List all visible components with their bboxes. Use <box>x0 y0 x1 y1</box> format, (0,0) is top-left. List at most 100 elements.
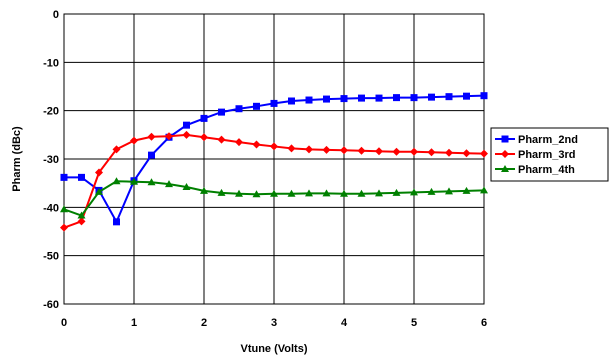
data-point <box>77 217 86 226</box>
x-tick-label: 0 <box>61 317 67 329</box>
data-point <box>217 188 226 196</box>
data-point <box>77 211 86 219</box>
data-point <box>340 146 348 155</box>
y-tick-label: -10 <box>43 57 59 69</box>
data-point <box>60 205 68 213</box>
data-point <box>322 145 331 154</box>
legend-marker <box>501 135 509 143</box>
data-point <box>235 105 243 113</box>
data-point <box>112 145 121 154</box>
data-point <box>218 108 225 116</box>
data-point <box>235 138 243 147</box>
data-point <box>410 94 418 102</box>
legend: Pharm_2nd Pharm_3rd Pharm_4th <box>490 127 609 182</box>
legend-marker <box>501 165 509 172</box>
data-point <box>445 93 453 101</box>
data-point <box>182 130 191 139</box>
data-point <box>462 186 471 194</box>
data-point <box>392 147 401 156</box>
legend-item: Pharm_4th <box>495 164 575 176</box>
data-point <box>270 99 278 107</box>
x-tick-labels: 0 1 2 3 4 5 6 <box>61 317 487 329</box>
y-tick-label: -30 <box>43 154 59 166</box>
legend-marker <box>501 150 509 158</box>
data-point <box>305 189 313 197</box>
data-point <box>252 140 261 149</box>
data-point <box>235 189 243 197</box>
x-tick-label: 4 <box>341 317 348 329</box>
legend-label: Pharm_3rd <box>518 149 575 161</box>
data-point <box>165 180 173 188</box>
gridlines <box>63 13 485 305</box>
y-tick-label: -20 <box>43 106 59 118</box>
data-point <box>287 144 296 153</box>
data-point <box>60 173 68 181</box>
data-point <box>357 189 366 197</box>
data-point <box>112 177 121 185</box>
data-point <box>60 223 68 232</box>
data-point <box>323 95 330 103</box>
y-tick-label: -40 <box>43 202 59 214</box>
data-point <box>428 93 435 101</box>
data-point <box>305 96 313 104</box>
data-point <box>340 95 348 103</box>
data-point <box>340 189 348 197</box>
data-point <box>182 183 191 191</box>
legend-item: Pharm_3rd <box>495 149 575 161</box>
data-point <box>393 94 400 102</box>
data-point <box>200 114 208 122</box>
data-point <box>305 145 313 154</box>
y-tick-label: 0 <box>53 9 59 21</box>
data-point <box>147 178 156 186</box>
data-point <box>147 132 156 141</box>
legend-label: Pharm_4th <box>518 164 575 176</box>
data-point <box>252 190 261 198</box>
y-tick-labels: 0 -10 -20 -30 -40 -50 -60 <box>43 9 59 311</box>
data-point <box>445 187 453 195</box>
data-point <box>480 149 488 158</box>
data-point <box>95 187 103 195</box>
data-point <box>445 148 453 157</box>
y-tick-label: -50 <box>43 251 59 263</box>
data-point <box>200 133 208 142</box>
data-point <box>357 146 366 155</box>
data-point <box>183 121 190 129</box>
data-point <box>375 94 383 102</box>
y-axis-label: Pharm (dBc) <box>11 126 23 192</box>
data-point <box>148 151 155 159</box>
data-point <box>253 102 260 110</box>
data-point <box>375 189 383 197</box>
series-layer <box>60 92 488 232</box>
data-point <box>200 186 208 194</box>
data-point <box>165 132 173 141</box>
data-point <box>427 148 436 157</box>
series-Pharm_4th <box>60 177 488 219</box>
data-point <box>480 92 488 100</box>
data-point <box>95 168 103 177</box>
data-point <box>322 189 331 197</box>
data-point <box>217 135 226 144</box>
x-tick-label: 3 <box>271 317 277 329</box>
legend-item: Pharm_2nd <box>495 134 578 146</box>
data-point <box>270 142 278 151</box>
data-point <box>130 177 138 185</box>
x-tick-label: 2 <box>201 317 207 329</box>
data-point <box>113 218 120 226</box>
x-tick-label: 5 <box>411 317 417 329</box>
data-point <box>427 187 436 195</box>
data-point <box>462 149 471 158</box>
data-point <box>270 189 278 197</box>
x-axis-label: Vtune (Volts) <box>240 343 307 355</box>
data-point <box>410 188 418 196</box>
x-tick-label: 1 <box>131 317 137 329</box>
y-tick-label: -60 <box>43 299 59 311</box>
series-Pharm_3rd <box>60 130 488 232</box>
data-point <box>358 94 365 102</box>
data-point <box>392 188 401 196</box>
data-point <box>288 97 295 105</box>
data-point <box>78 173 85 181</box>
x-tick-label: 6 <box>481 317 487 329</box>
data-point <box>410 147 418 156</box>
data-point <box>130 136 138 145</box>
